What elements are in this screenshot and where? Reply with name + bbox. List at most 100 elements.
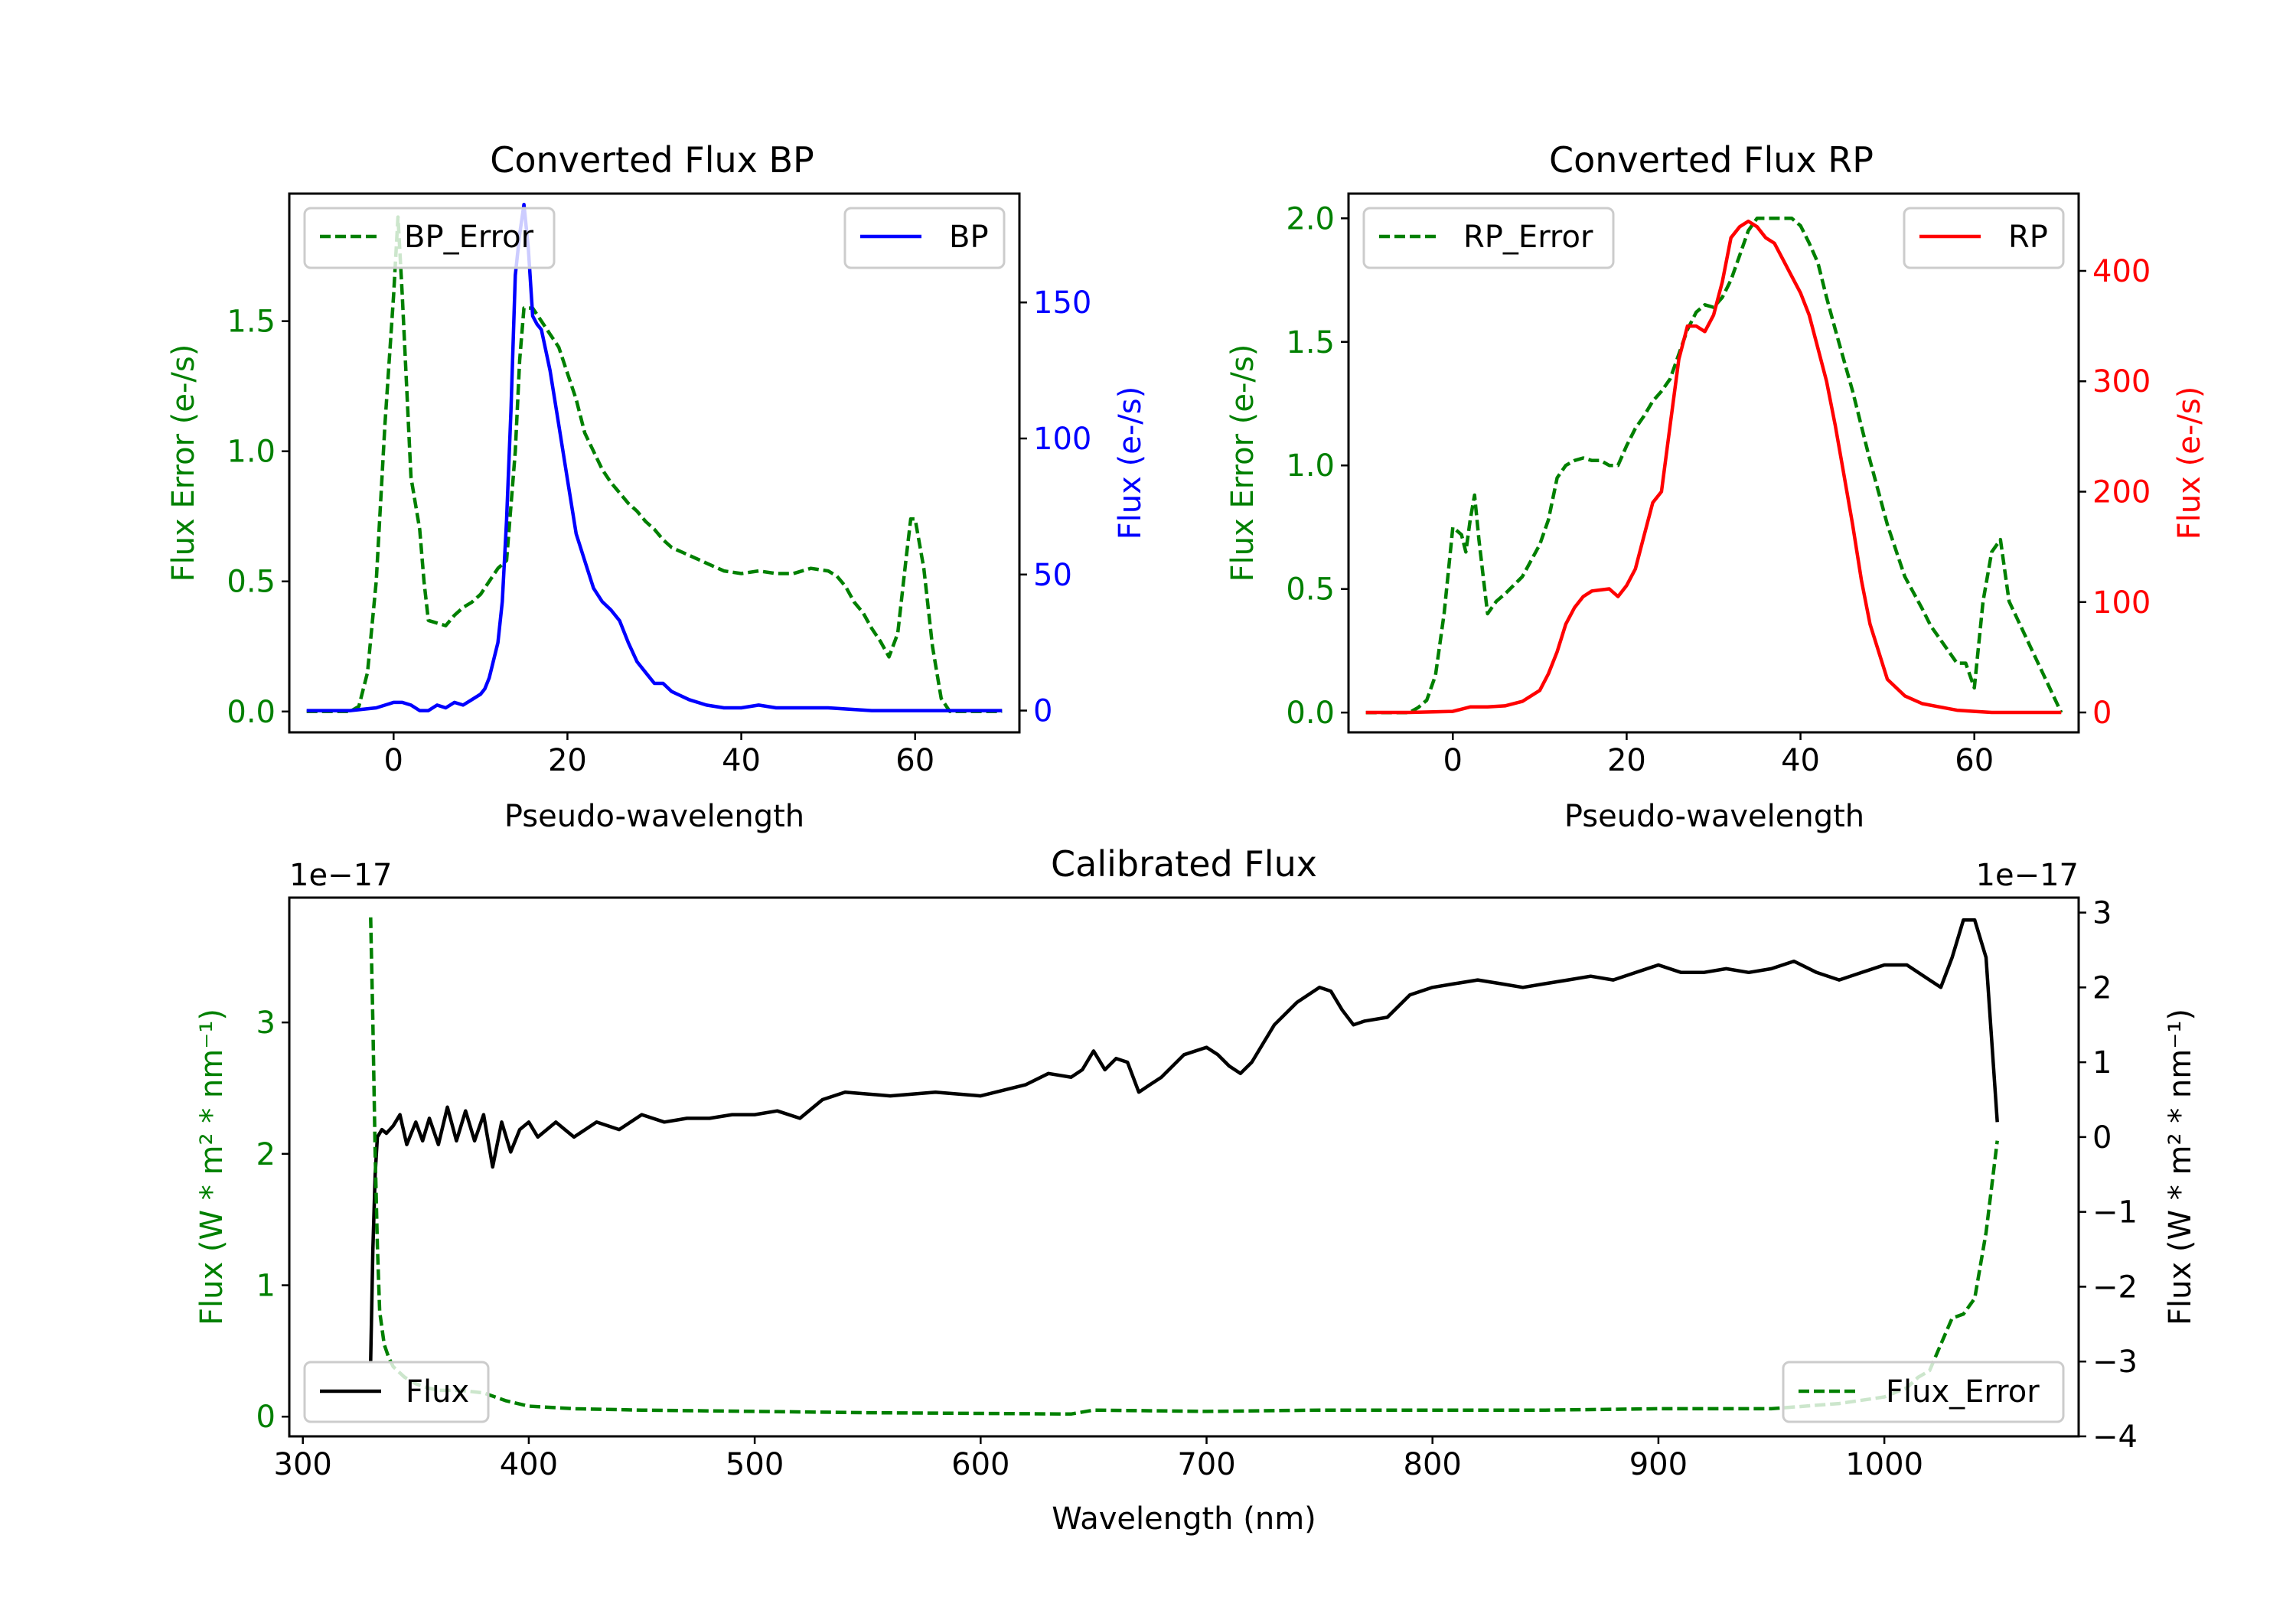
cal-x-tick-label: 400 <box>500 1447 558 1482</box>
cal-right-tick-label: 1 <box>2092 1045 2112 1081</box>
cal-x-tick-label: 900 <box>1629 1447 1688 1482</box>
cal-right-ticks: −4 −3 −2 −1 0 1 2 3 <box>2079 896 2138 1455</box>
rp-legend-flux-box <box>1903 207 2065 269</box>
bp-legend-flux-box <box>843 207 1006 269</box>
rp-series-layer <box>1365 217 2063 715</box>
bp-right-tick-label: 100 <box>1033 422 1091 457</box>
rp-left-tick-label: 1.5 <box>1286 325 1335 360</box>
cal-right-tick-label: −1 <box>2092 1195 2138 1231</box>
cal-right-tick-label: −2 <box>2092 1270 2138 1305</box>
rp-legend-flux-label: RP <box>2008 220 2048 255</box>
bp-legend-flux-label: BP <box>949 220 989 255</box>
cal-legend-flux-box <box>303 1361 490 1423</box>
bp-x-label: Pseudo-wavelength <box>504 799 804 834</box>
rp-x-label: Pseudo-wavelength <box>1564 799 1864 834</box>
bp-legend-error-box <box>303 207 556 269</box>
rp-x-tick-label: 60 <box>1955 743 1994 778</box>
bp-left-tick-label: 0.0 <box>227 695 276 730</box>
rp-right-ticks: 0 100 200 300 400 <box>2079 254 2151 731</box>
cal-right-tick-label: −4 <box>2092 1420 2138 1455</box>
bp-axes-frame <box>288 192 1021 734</box>
rp-right-tick-label: 300 <box>2092 364 2151 399</box>
cal-title: Calibrated Flux <box>1051 843 1317 885</box>
cal-left-tick-label: 1 <box>256 1269 276 1304</box>
cal-x-tick-label: 500 <box>726 1447 784 1482</box>
bp-x-ticks: 0 20 40 60 <box>384 732 934 778</box>
rp-right-y-label: Flux (e-/s) <box>2172 386 2207 539</box>
rp-legend-error-label: RP_Error <box>1463 220 1593 255</box>
bp-x-tick-label: 0 <box>384 743 403 778</box>
rp-left-tick-label: 1.0 <box>1286 448 1335 484</box>
rp-title: Converted Flux RP <box>1549 139 1874 181</box>
rp-legend-error[interactable]: RP_Error <box>1362 207 1615 269</box>
bp-left-tick-label: 1.5 <box>227 305 276 340</box>
cal-x-tick-label: 800 <box>1404 1447 1462 1482</box>
bp-right-tick-label: 0 <box>1033 694 1052 729</box>
cal-right-tick-label: 0 <box>2092 1120 2112 1156</box>
rp-left-tick-label: 0.0 <box>1286 696 1335 731</box>
cal-left-offset: 1e−17 <box>289 858 392 893</box>
rp-right-tick-label: 400 <box>2092 254 2151 289</box>
bp-left-ticks: 0.0 0.5 1.0 1.5 <box>227 305 289 730</box>
bp-x-tick-label: 40 <box>722 743 761 778</box>
cal-left-y-label: Flux (W * m² * nm⁻¹) <box>194 1009 230 1325</box>
cal-left-ticks: 0 1 2 3 <box>256 1006 289 1435</box>
cal-x-ticks: 300 400 500 600 700 800 900 1000 <box>274 1436 1923 1482</box>
cal-x-tick-label: 700 <box>1177 1447 1235 1482</box>
rp-series-rp-line <box>1365 219 2062 715</box>
cal-axes-frame <box>288 896 2080 1438</box>
rp-legend-error-box <box>1362 207 1615 269</box>
cal-legend-flux-label: Flux <box>406 1374 469 1410</box>
bp-left-tick-label: 1.0 <box>227 435 276 470</box>
rp-x-tick-label: 20 <box>1607 743 1646 778</box>
cal-right-tick-label: −3 <box>2092 1345 2138 1380</box>
cal-left-tick-label: 2 <box>256 1137 276 1172</box>
bp-right-ticks: 0 50 100 150 <box>1019 285 1091 729</box>
cal-x-label: Wavelength (nm) <box>1052 1501 1316 1537</box>
cal-x-tick-label: 300 <box>274 1447 332 1482</box>
bp-x-tick-label: 60 <box>895 743 934 778</box>
cal-legend-error-box <box>1782 1361 2065 1423</box>
bp-x-tick-label: 20 <box>548 743 587 778</box>
bp-left-tick-label: 0.5 <box>227 565 276 600</box>
rp-right-tick-label: 0 <box>2092 696 2112 731</box>
rp-right-tick-label: 100 <box>2092 585 2151 621</box>
rp-legend-flux[interactable]: RP <box>1903 207 2065 269</box>
rp-axes-frame <box>1347 192 2080 734</box>
bp-left-y-label: Flux Error (e-/s) <box>166 344 201 582</box>
bp-series-layer <box>306 202 1003 714</box>
rp-x-tick-label: 40 <box>1781 743 1820 778</box>
rp-left-ticks: 0.0 0.5 1.0 1.5 2.0 <box>1286 201 1349 731</box>
cal-right-offset: 1e−17 <box>1976 858 2079 893</box>
rp-subplot: Converted Flux RP 0 20 40 60 0.0 0.5 1.0 1.5 2.… <box>1225 139 2207 834</box>
cal-left-tick-label: 0 <box>256 1400 276 1435</box>
rp-x-ticks: 0 20 40 60 <box>1443 732 1994 778</box>
bp-series-bp-error-line <box>306 215 1003 714</box>
bp-right-tick-label: 150 <box>1033 285 1091 321</box>
cal-right-tick-label: 2 <box>2092 970 2112 1006</box>
cal-right-y-label: Flux (W * m² * nm⁻¹) <box>2163 1009 2198 1325</box>
cal-x-tick-label: 1000 <box>1845 1447 1923 1482</box>
cal-series-flux-line <box>369 918 1999 1362</box>
cal-legend-flux[interactable]: Flux <box>303 1361 490 1423</box>
rp-left-y-label: Flux Error (e-/s) <box>1225 344 1261 582</box>
bp-legend-flux[interactable]: BP <box>843 207 1006 269</box>
cal-x-tick-label: 600 <box>951 1447 1009 1482</box>
cal-left-tick-label: 3 <box>256 1006 276 1041</box>
rp-left-tick-label: 0.5 <box>1286 572 1335 608</box>
calibrated-subplot: Calibrated Flux 300 400 500 600 700 800 900 100… <box>194 843 2198 1537</box>
rp-x-tick-label: 0 <box>1443 743 1463 778</box>
rp-right-tick-label: 200 <box>2092 475 2151 510</box>
bp-series-bp-line <box>306 202 1003 712</box>
cal-legend-error[interactable]: Flux_Error <box>1782 1361 2065 1423</box>
bp-title: Converted Flux BP <box>490 139 814 181</box>
bp-legend-error-label: BP_Error <box>404 220 534 255</box>
bp-subplot: Converted Flux BP 0 20 40 60 0.0 0.5 1.0 1.5 0… <box>166 139 1148 834</box>
cal-legend-error-label: Flux_Error <box>1886 1374 2040 1410</box>
bp-right-tick-label: 50 <box>1033 558 1072 593</box>
rp-left-tick-label: 2.0 <box>1286 201 1335 236</box>
bp-legend-error[interactable]: BP_Error <box>303 207 556 269</box>
cal-right-tick-label: 3 <box>2092 896 2112 931</box>
bp-right-y-label: Flux (e-/s) <box>1113 386 1148 539</box>
